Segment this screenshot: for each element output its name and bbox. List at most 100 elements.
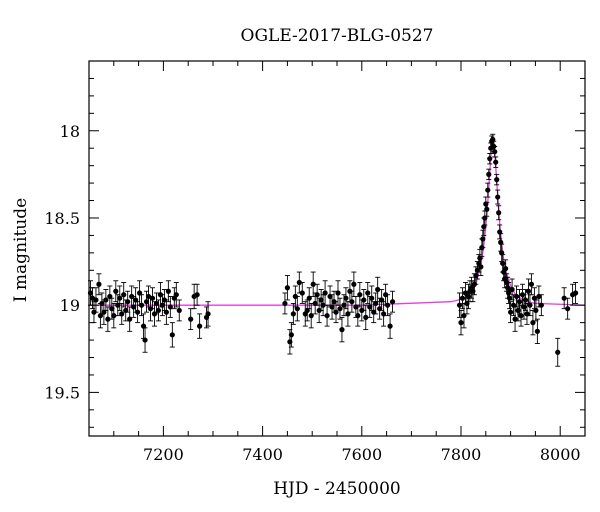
y-axis-label: I magnitude: [11, 198, 31, 302]
y-tick-label: 18.5: [44, 209, 80, 228]
point-marker: [149, 295, 156, 301]
point-marker: [333, 309, 339, 315]
data-point: [495, 189, 501, 205]
point-marker: [369, 295, 375, 301]
data-point: [197, 313, 203, 339]
point-marker: [284, 285, 290, 291]
point-marker: [337, 306, 343, 312]
point-marker: [478, 264, 484, 270]
point-marker: [127, 316, 133, 322]
point-marker: [365, 290, 371, 296]
data-point: [159, 294, 166, 317]
y-tick-label: 18: [60, 122, 80, 141]
data-point: [459, 287, 466, 310]
point-marker: [96, 281, 102, 287]
point-marker: [322, 290, 328, 296]
data-point: [173, 282, 179, 308]
point-marker: [306, 295, 312, 301]
data-point: [299, 282, 305, 304]
data-point: [308, 302, 314, 329]
point-marker: [131, 304, 137, 310]
point-marker: [115, 302, 121, 308]
point-marker: [308, 313, 314, 319]
data-point: [528, 273, 535, 296]
data-point: [534, 318, 540, 345]
data-point: [143, 290, 150, 313]
data-point: [188, 308, 194, 331]
point-marker: [516, 299, 523, 305]
point-marker: [572, 290, 579, 296]
point-marker: [534, 328, 540, 334]
point-marker: [163, 309, 169, 315]
point-marker: [459, 295, 466, 301]
point-marker: [361, 297, 367, 303]
data-point: [142, 327, 148, 353]
data-point: [205, 301, 211, 327]
data-point: [294, 296, 300, 322]
point-marker: [527, 302, 533, 308]
point-marker: [387, 323, 393, 329]
point-marker: [290, 311, 296, 317]
point-marker: [119, 311, 125, 317]
data-point: [572, 282, 579, 304]
point-marker: [167, 304, 173, 310]
point-marker: [561, 295, 567, 301]
data-point: [361, 289, 367, 311]
data-point: [169, 322, 175, 348]
point-marker: [99, 300, 105, 307]
point-marker: [135, 309, 141, 315]
point-marker: [117, 295, 123, 301]
point-marker: [345, 311, 351, 317]
data-point: [327, 285, 333, 308]
data-point: [322, 280, 328, 306]
point-marker: [494, 177, 500, 183]
point-marker: [495, 194, 501, 200]
point-marker: [518, 313, 524, 319]
data-point: [111, 302, 117, 329]
data-point: [357, 282, 363, 308]
y-tick-label: 19.5: [44, 383, 80, 402]
data-point: [375, 276, 381, 303]
point-marker: [299, 290, 305, 296]
data-point: [565, 297, 571, 320]
point-marker: [456, 302, 463, 308]
data-point: [310, 271, 316, 297]
point-marker: [142, 337, 148, 343]
data-point: [127, 306, 133, 332]
point-marker: [121, 292, 127, 298]
data-point: [93, 287, 99, 313]
point-marker: [486, 171, 492, 177]
point-marker: [109, 306, 115, 312]
data-point: [478, 257, 484, 276]
point-marker: [538, 302, 544, 308]
data-point: [96, 273, 102, 296]
data-point: [333, 301, 339, 324]
point-marker: [310, 281, 316, 287]
point-marker: [343, 295, 349, 301]
point-marker: [367, 304, 373, 310]
point-marker: [173, 292, 179, 298]
point-marker: [153, 300, 160, 307]
data-point: [365, 282, 371, 304]
point-marker: [528, 281, 535, 287]
data-point: [314, 283, 320, 306]
data-point: [493, 156, 499, 168]
data-point: [167, 296, 173, 318]
point-marker: [381, 311, 387, 317]
data-point: [508, 301, 514, 324]
data-points-group: [87, 133, 579, 367]
point-marker: [329, 304, 335, 310]
data-point: [389, 290, 396, 313]
point-marker: [533, 307, 539, 314]
data-point: [165, 280, 171, 303]
point-marker: [458, 320, 464, 326]
point-marker: [341, 302, 347, 308]
point-marker: [194, 292, 200, 298]
y-tick-label: 19: [60, 296, 80, 315]
x-tick-label: 7200: [143, 445, 184, 464]
data-point: [113, 280, 119, 303]
data-point: [496, 205, 502, 221]
data-point: [484, 201, 490, 217]
point-marker: [503, 265, 509, 272]
data-point: [176, 299, 182, 322]
